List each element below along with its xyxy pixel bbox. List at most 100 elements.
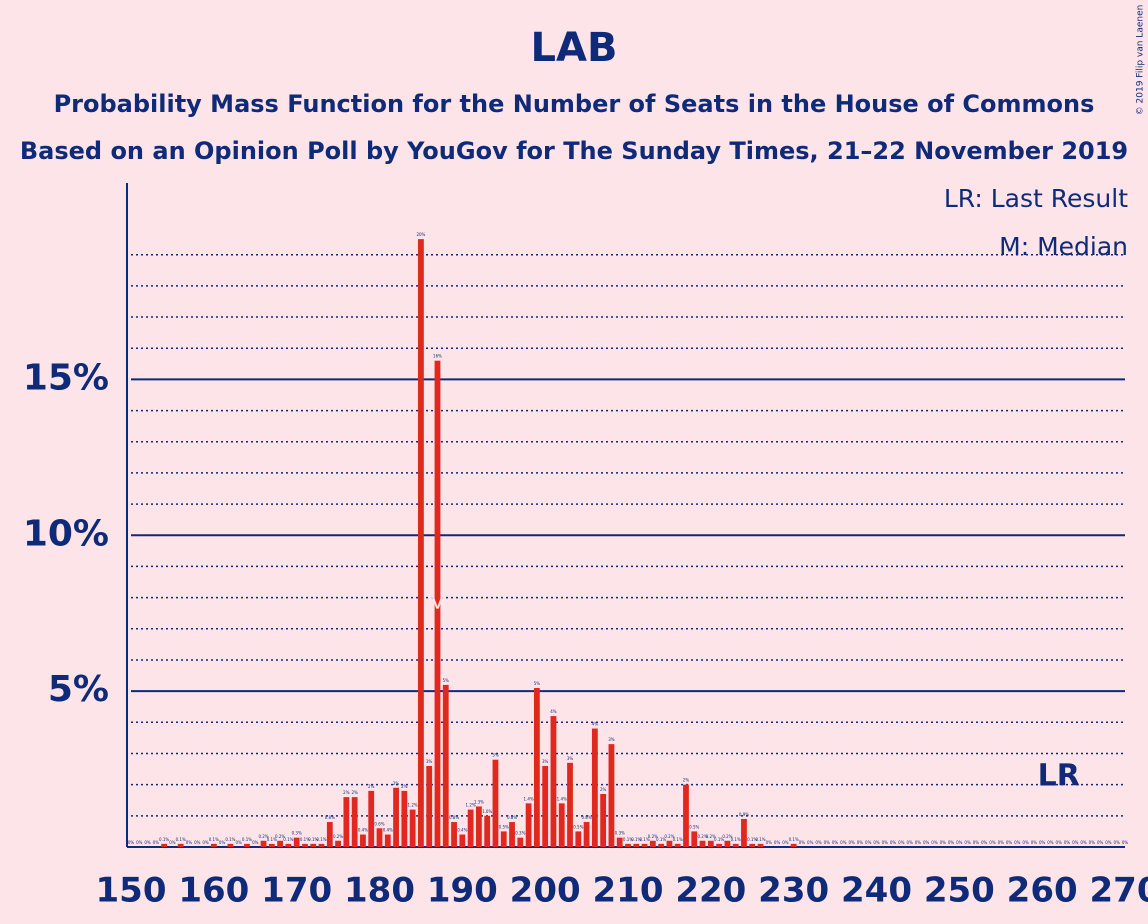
value-label: 0.1% — [714, 837, 724, 842]
value-label: 1.2% — [408, 803, 418, 808]
bar — [318, 843, 325, 847]
value-label: 0.9% — [739, 812, 749, 817]
value-label: 3% — [567, 756, 574, 761]
value-label: 0% — [236, 840, 243, 845]
bar — [550, 716, 557, 847]
value-label: 0% — [848, 840, 855, 845]
x-tick-label: 170 — [261, 871, 332, 911]
value-label: 2% — [600, 787, 607, 792]
value-label: 1.3% — [474, 799, 484, 804]
value-label: 0% — [981, 840, 988, 845]
value-label: 0% — [1056, 840, 1063, 845]
bar — [732, 843, 739, 847]
value-label: 0% — [194, 840, 201, 845]
value-label: 0% — [1031, 840, 1038, 845]
value-label: 0% — [890, 840, 897, 845]
value-label: 0% — [144, 840, 151, 845]
value-label: 5% — [443, 678, 450, 683]
x-tick-label: 260 — [1007, 871, 1078, 911]
value-label: 0% — [882, 840, 889, 845]
bar — [542, 765, 549, 847]
y-tick-label: 10% — [23, 513, 109, 554]
x-tick-label: 250 — [924, 871, 995, 911]
value-label: 0.1% — [656, 837, 666, 842]
bar — [161, 843, 168, 847]
median-marker: M — [427, 590, 448, 618]
value-label: 0.1% — [731, 837, 741, 842]
value-label: 0.1% — [308, 837, 318, 842]
value-label: 0% — [169, 840, 176, 845]
y-tick-label: 5% — [48, 669, 109, 710]
value-label: 0% — [840, 840, 847, 845]
bar — [268, 843, 275, 847]
value-label: 0.2% — [648, 834, 658, 839]
value-label: 0.1% — [267, 837, 277, 842]
value-label: 2% — [393, 781, 400, 786]
bar — [351, 797, 358, 847]
value-label: 0% — [128, 840, 135, 845]
x-tick-label: 180 — [344, 871, 415, 911]
bar — [401, 790, 408, 847]
value-label: 0% — [782, 840, 789, 845]
bar — [492, 759, 499, 847]
bar — [600, 794, 607, 847]
bar — [418, 239, 424, 847]
value-label: 0% — [1006, 840, 1013, 845]
bar — [616, 837, 623, 847]
x-tick-label: 240 — [841, 871, 912, 911]
bar — [434, 360, 441, 847]
bar — [567, 762, 573, 847]
value-label: 3% — [542, 759, 549, 764]
value-label: 0% — [774, 840, 781, 845]
value-label: 0% — [1072, 840, 1079, 845]
bar — [625, 843, 631, 847]
value-label: 0.1% — [242, 837, 252, 842]
value-label: 0.2% — [258, 834, 268, 839]
value-label: 0% — [989, 840, 996, 845]
value-label: 0% — [1014, 840, 1021, 845]
bar — [500, 831, 507, 847]
subtitle: Based on an Opinion Poll by YouGov for T… — [20, 137, 1128, 165]
copyright: © 2019 Filip van Laenen — [1136, 5, 1146, 116]
value-label: 0% — [973, 840, 980, 845]
value-label: 0.1% — [316, 837, 326, 842]
value-label: 0.8% — [449, 815, 459, 820]
bar — [666, 840, 673, 847]
value-label: 1.4% — [557, 796, 567, 801]
value-label: 3% — [608, 737, 615, 742]
bar — [575, 831, 582, 847]
x-tick-label: 230 — [758, 871, 829, 911]
value-label: 0.1% — [789, 837, 799, 842]
bar — [558, 803, 565, 847]
bar — [260, 840, 267, 847]
value-label: 0% — [956, 840, 963, 845]
value-label: 0% — [815, 840, 822, 845]
x-tick-label: 160 — [178, 871, 249, 911]
bar — [674, 843, 681, 847]
bar — [476, 806, 482, 847]
bar — [302, 843, 308, 847]
value-label: 0% — [906, 840, 913, 845]
value-label: 0% — [766, 840, 773, 845]
value-label: 0% — [1105, 840, 1112, 845]
value-label: 0.4% — [457, 828, 467, 833]
value-label: 0% — [1022, 840, 1029, 845]
value-label: 0.1% — [747, 837, 757, 842]
bar — [244, 843, 250, 847]
bar — [658, 843, 665, 847]
value-label: 1.4% — [524, 796, 534, 801]
value-label: 0.1% — [209, 837, 219, 842]
bar — [699, 840, 706, 847]
bar — [633, 843, 640, 847]
bar — [451, 822, 457, 847]
value-label: 0.2% — [697, 834, 707, 839]
x-tick-label: 150 — [96, 871, 167, 911]
bar — [583, 822, 590, 847]
value-label: 1.2% — [466, 803, 476, 808]
value-label: 0.3% — [515, 831, 525, 836]
value-label: 0.1% — [639, 837, 649, 842]
value-label: 3% — [426, 759, 433, 764]
bar — [691, 831, 698, 847]
value-label: 0% — [1039, 840, 1046, 845]
